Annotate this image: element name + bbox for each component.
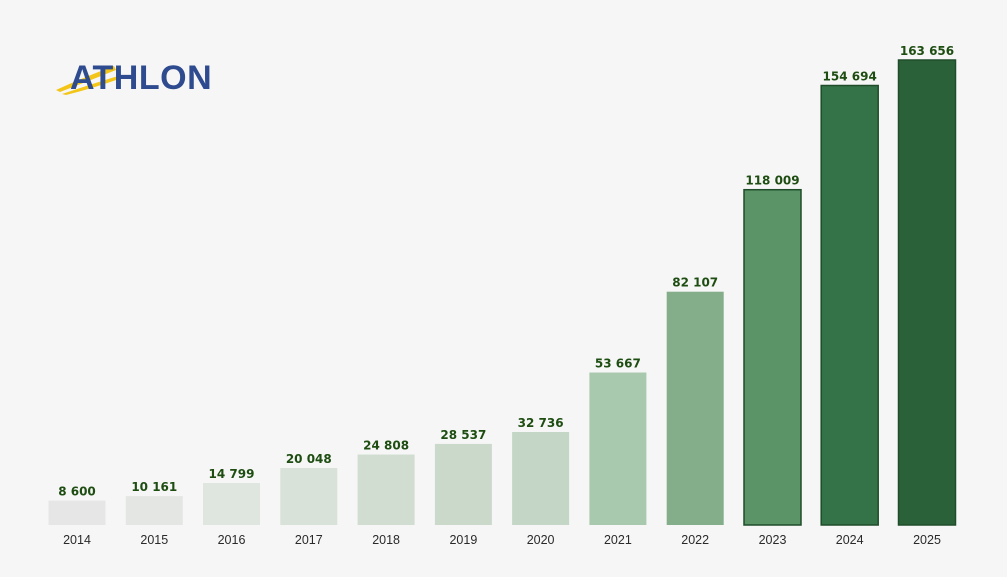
- bar-value-label-2015: 10 161: [131, 480, 177, 494]
- x-tick-label-2021: 2021: [604, 533, 632, 547]
- x-tick-label-2024: 2024: [836, 533, 864, 547]
- x-tick-label-2022: 2022: [681, 533, 709, 547]
- bar-2024: [820, 84, 879, 526]
- bar-value-label-2020: 32 736: [518, 416, 564, 430]
- x-tick-label-2017: 2017: [295, 533, 323, 547]
- x-axis-ticks-group: 2014 2015 2016 2017 2018 2019 2020 2021 2022 2023…: [63, 533, 941, 547]
- bar-value-label-2017: 20 048: [286, 452, 332, 466]
- bar-2025: [897, 59, 957, 526]
- x-tick-label-2014: 2014: [63, 533, 91, 547]
- bar-2021: [589, 372, 647, 525]
- bars-group: [48, 59, 957, 526]
- bar-value-label-2023: 118 009: [745, 174, 799, 188]
- bar-2018: [357, 454, 415, 525]
- bar-value-label-2016: 14 799: [209, 467, 255, 481]
- x-tick-label-2018: 2018: [372, 533, 400, 547]
- x-tick-label-2025: 2025: [913, 533, 941, 547]
- bar-2016: [203, 483, 260, 525]
- bar-value-label-2021: 53 667: [595, 357, 641, 371]
- x-tick-label-2016: 2016: [218, 533, 246, 547]
- bar-value-label-2014: 8 600: [58, 485, 96, 499]
- athlon-logo: ATHLON: [56, 59, 212, 97]
- bar-value-label-2018: 24 808: [363, 439, 409, 453]
- logo-text: ATHLON: [70, 59, 212, 97]
- bar-value-label-2022: 82 107: [672, 276, 718, 290]
- bar-2020: [512, 432, 570, 525]
- bar-2014: [48, 500, 106, 525]
- logo-swoosh: [56, 66, 116, 92]
- bar-2019: [434, 443, 492, 525]
- bar-value-label-2024: 154 694: [823, 70, 877, 84]
- logo-swoosh-2: [62, 76, 119, 95]
- bar-2017: [280, 468, 338, 525]
- x-tick-label-2019: 2019: [449, 533, 477, 547]
- bar-value-label-2025: 163 656: [900, 44, 954, 58]
- bar-2015: [125, 496, 183, 525]
- x-tick-label-2020: 2020: [527, 533, 555, 547]
- value-labels-group: 8 600 10 161 14 799 20 048 24 808 28 537 32 73…: [58, 44, 954, 499]
- bar-2023: [743, 188, 802, 526]
- x-tick-label-2023: 2023: [759, 533, 787, 547]
- x-tick-label-2015: 2015: [140, 533, 168, 547]
- bar-2022: [666, 291, 724, 525]
- bar-value-label-2019: 28 537: [440, 428, 486, 442]
